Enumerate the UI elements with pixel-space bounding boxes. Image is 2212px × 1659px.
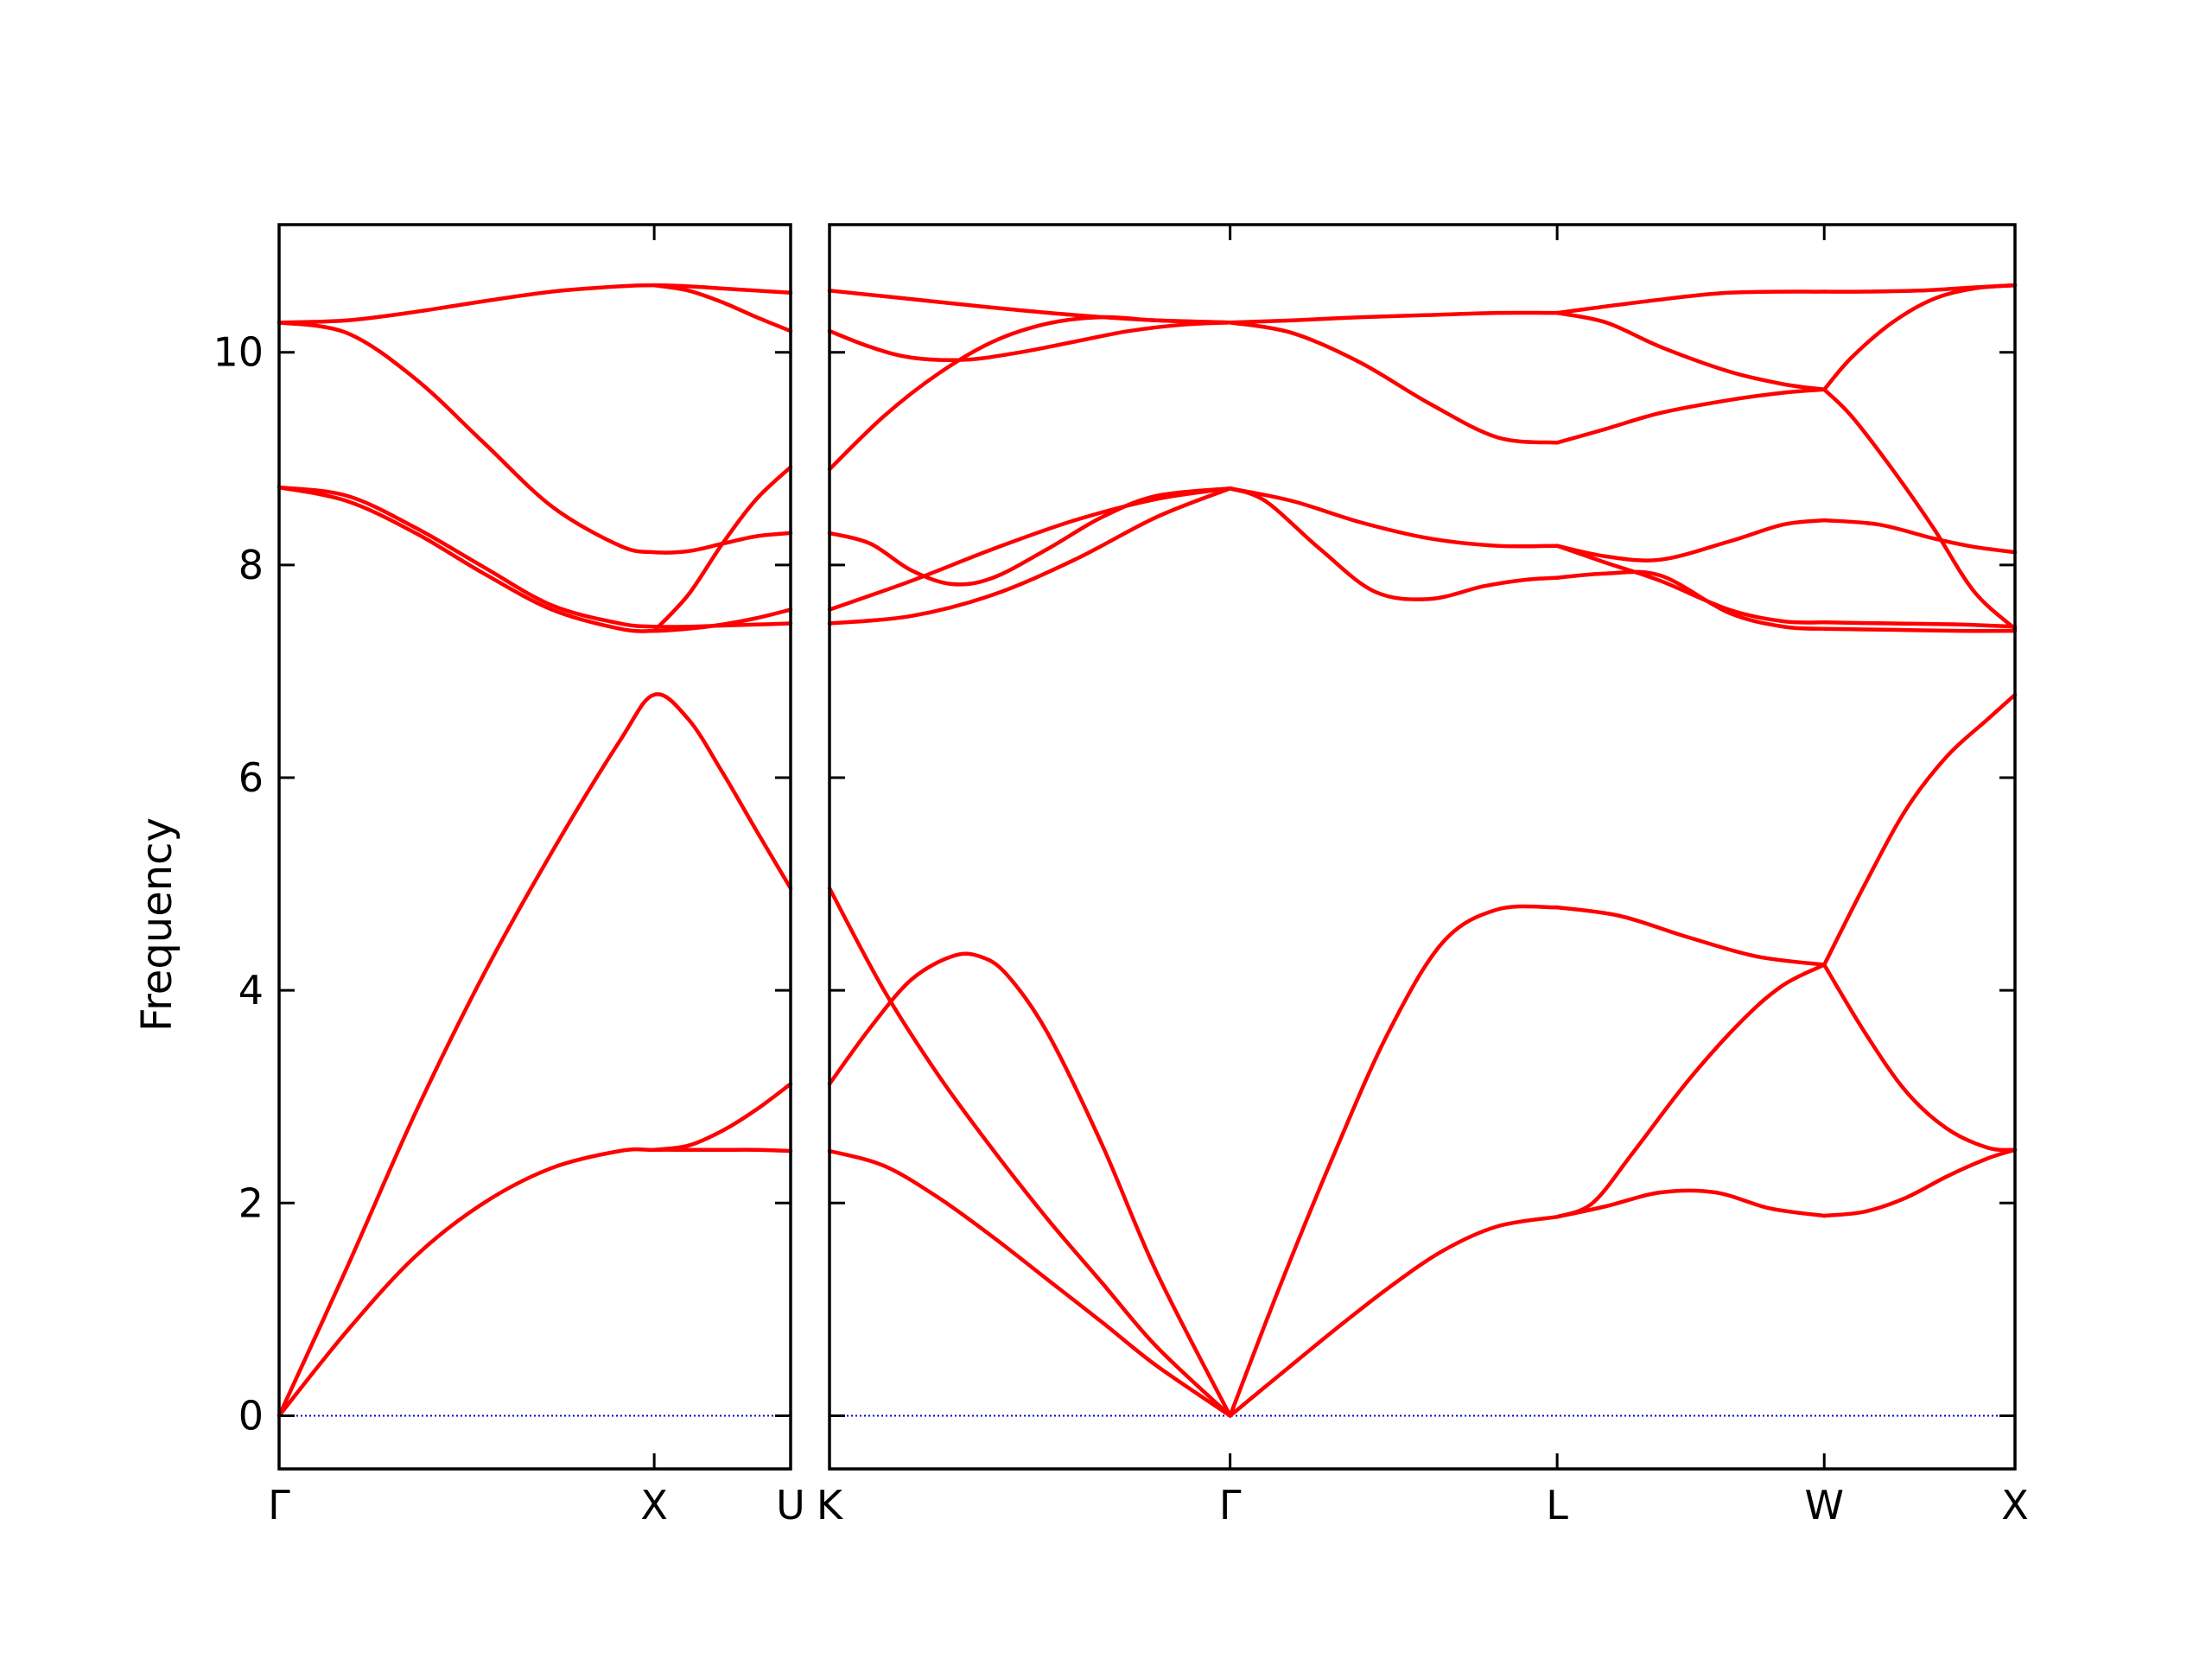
phonon-branch: [1228, 310, 1560, 325]
phonon-branch: [1228, 904, 1560, 1418]
phonon-branch: [1554, 963, 1827, 1219]
y-axis-label: Frequency: [133, 817, 181, 1032]
phonon-branch: [1821, 387, 2018, 631]
plot-frame: [828, 223, 2017, 1471]
y-tick-label: 2: [238, 1179, 264, 1226]
phonon-branch: [1821, 1147, 2018, 1218]
phonon-branch: [827, 289, 1232, 325]
phonon-branch: [1821, 283, 2018, 392]
y-tick-label: 6: [238, 754, 264, 801]
kpoint-label: Γ: [1219, 1482, 1242, 1529]
y-tick-label: 8: [238, 542, 264, 588]
phonon-branch: [1821, 963, 2018, 1153]
kpoint-label: X: [2001, 1482, 2029, 1529]
phonon-branch: [652, 1082, 793, 1153]
y-tick-label: 4: [238, 967, 264, 1014]
y-tick-label: 10: [213, 329, 264, 376]
phonon-branch: [1821, 518, 2018, 555]
phonon-branch: [1554, 569, 1827, 631]
phonon-branch: [652, 465, 793, 633]
phonon-branch: [1554, 518, 1827, 563]
phonon-branch: [827, 951, 1232, 1418]
phonon-branch: [1554, 543, 1827, 625]
phonon-branch: [1554, 905, 1827, 967]
phonon-branch: [1554, 387, 1827, 445]
phonon-branch: [827, 320, 1232, 362]
panel-gamma-x-u: 0 2 4 6 8 10 Γ X U: [213, 223, 805, 1529]
phonon-branch: [1821, 626, 2018, 633]
phonon-branch: [827, 486, 1232, 626]
phonon-branch: [276, 320, 793, 555]
phonon-branch: [1821, 692, 2018, 967]
phonon-branch: [827, 486, 1232, 587]
phonon-branch: [276, 485, 793, 633]
kpoint-label: U: [776, 1482, 805, 1529]
phonon-branch: [1554, 310, 1827, 392]
phonon-branch: [1554, 289, 1827, 315]
phonon-branch: [1228, 486, 1560, 549]
kpoint-label: K: [817, 1482, 844, 1529]
kpoint-label: Γ: [268, 1482, 290, 1529]
phonon-branch: [1228, 1215, 1560, 1418]
phonon-branch: [827, 486, 1232, 612]
y-tick-label: 0: [238, 1392, 264, 1439]
phonon-branch: [827, 886, 1232, 1418]
phonon-branch: [276, 692, 793, 1418]
phonon-branch: [1821, 620, 2018, 629]
kpoint-label: L: [1546, 1482, 1568, 1529]
phonon-branch: [276, 283, 793, 325]
phonon-branch: [1554, 1188, 1827, 1219]
phonon-branch: [1228, 486, 1560, 601]
phonon-branch: [827, 315, 1232, 472]
kpoint-label: X: [640, 1482, 668, 1529]
phonon-branch: [276, 1147, 793, 1418]
phonon-branch: [652, 283, 793, 334]
phonon-branch: [827, 1148, 1232, 1418]
plot-frame: [277, 223, 792, 1471]
kpoint-label: W: [1804, 1482, 1843, 1529]
phonon-branch: [1228, 320, 1560, 445]
